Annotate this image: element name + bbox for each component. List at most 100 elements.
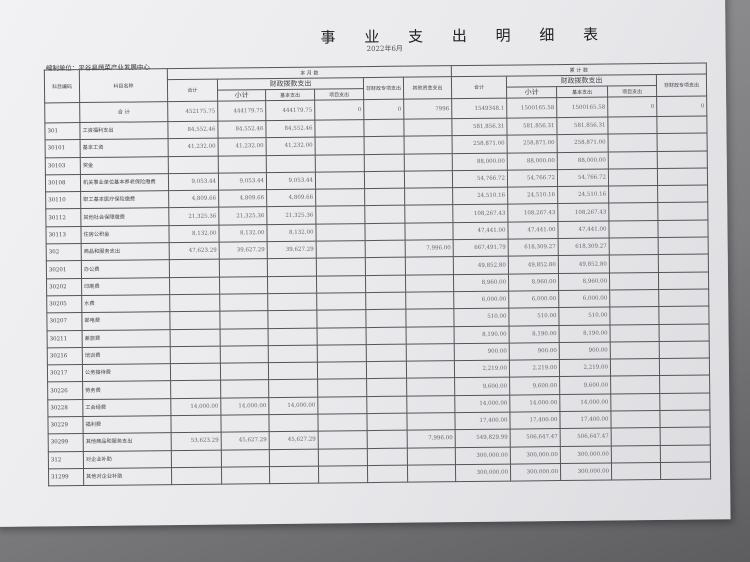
cumulative-value: 258,871.00 bbox=[557, 134, 609, 153]
cumulative-value: 581,856.31 bbox=[506, 117, 558, 136]
month-value bbox=[364, 171, 405, 189]
subject-code: 312 bbox=[48, 451, 84, 469]
month-value bbox=[268, 379, 318, 398]
cumulative-value: 506,647.47 bbox=[510, 428, 561, 447]
month-value bbox=[405, 257, 454, 275]
month-value bbox=[218, 155, 267, 174]
cumulative-value bbox=[657, 150, 708, 169]
subject-code: 30202 bbox=[46, 278, 82, 296]
cumulative-value: 6,000.00 bbox=[508, 290, 559, 309]
subject-code: 301 bbox=[44, 122, 81, 141]
subject-name: 工资福利支出 bbox=[79, 121, 169, 140]
subject-code: 30101 bbox=[45, 139, 81, 158]
month-value: 84,552.46 bbox=[217, 120, 267, 139]
month-value: 8,132.00 bbox=[168, 224, 220, 243]
cumulative-value: 900.00 bbox=[454, 342, 510, 361]
cumulative-value bbox=[657, 185, 708, 204]
cumulative-value: 8,190.00 bbox=[454, 325, 510, 344]
month-value bbox=[316, 309, 367, 328]
cumulative-value: 549,829.99 bbox=[455, 429, 511, 448]
month-value bbox=[366, 413, 408, 431]
cumulative-value: 300,000.00 bbox=[455, 446, 511, 465]
cumulative-value bbox=[610, 375, 660, 394]
cumulative-value: 49,852.80 bbox=[558, 255, 610, 274]
month-value bbox=[364, 222, 406, 241]
month-value bbox=[364, 136, 405, 155]
month-value bbox=[267, 258, 317, 277]
document-date: 2022年6月 bbox=[366, 44, 403, 54]
header-name: 科目名称 bbox=[79, 68, 168, 103]
subject-code: 30229 bbox=[47, 416, 84, 435]
subject-code: 30110 bbox=[45, 191, 81, 210]
subject-code: 30226 bbox=[47, 382, 83, 400]
subject-name: 办公费 bbox=[81, 260, 170, 279]
cumulative-value: 54,766.72 bbox=[557, 168, 609, 187]
cumulative-value bbox=[657, 167, 708, 186]
cumulative-value: 618,309.27 bbox=[508, 238, 559, 257]
cumulative-value: 8,190.00 bbox=[509, 325, 560, 343]
month-value bbox=[318, 430, 368, 449]
cumulative-value: 24,510.16 bbox=[557, 186, 609, 205]
month-value: 53,623.29 bbox=[171, 432, 222, 451]
month-value bbox=[405, 274, 454, 293]
subject-name: 基本工资 bbox=[80, 138, 169, 158]
month-value bbox=[170, 328, 221, 347]
month-value: 84,552.46 bbox=[167, 121, 219, 139]
cumulative-value: 510.00 bbox=[508, 307, 560, 326]
cumulative-value bbox=[659, 410, 711, 428]
month-value bbox=[169, 311, 221, 330]
month-value bbox=[316, 275, 366, 294]
month-value: 39,627.29 bbox=[219, 241, 268, 260]
header-month-subtotal: 小计 bbox=[217, 89, 266, 102]
month-value: 21,325.36 bbox=[218, 207, 267, 225]
cumulative-value bbox=[610, 341, 660, 360]
month-value bbox=[366, 395, 407, 414]
cumulative-value: 54,766.72 bbox=[507, 169, 558, 188]
subject-name: 差旅费 bbox=[82, 329, 171, 348]
month-value: 14,000.00 bbox=[170, 397, 221, 416]
month-value bbox=[267, 275, 317, 294]
cumulative-value: 506,647.47 bbox=[560, 428, 612, 447]
cumulative-value: 900.00 bbox=[509, 342, 560, 361]
month-value bbox=[268, 327, 318, 346]
header-month-basic: 基本支出 bbox=[265, 89, 315, 101]
month-value: 84,552.46 bbox=[265, 120, 316, 138]
month-value bbox=[403, 118, 453, 137]
subject-name: 机关事业单位基本养老保险缴费 bbox=[80, 173, 169, 192]
month-value bbox=[269, 448, 319, 467]
month-value: 41,232.00 bbox=[266, 137, 316, 156]
subject-code: 30207 bbox=[46, 312, 83, 331]
subject-code: 30201 bbox=[46, 260, 82, 279]
month-value: 444179.75 bbox=[217, 100, 266, 122]
month-value: 45,627.29 bbox=[221, 431, 270, 450]
month-value bbox=[269, 466, 319, 484]
month-value: 9,053.44 bbox=[168, 173, 219, 191]
month-value bbox=[170, 345, 221, 364]
month-value bbox=[170, 415, 222, 433]
subject-code: 30217 bbox=[47, 364, 83, 383]
cumulative-value: 667,491.79 bbox=[453, 239, 509, 258]
cumulative-value: 6,000.00 bbox=[558, 289, 610, 308]
cumulative-value: 17,400.00 bbox=[509, 411, 561, 430]
cumulative-value: 14,000.00 bbox=[509, 394, 560, 413]
cumulative-value bbox=[611, 427, 661, 446]
month-value bbox=[405, 308, 455, 327]
cumulative-value: 9,600.00 bbox=[509, 377, 560, 395]
month-value: 8,132.00 bbox=[218, 224, 268, 243]
subject-name: 邮电费 bbox=[81, 311, 171, 331]
month-value: 14,000.00 bbox=[220, 397, 269, 416]
cumulative-value: 8,960.00 bbox=[508, 273, 559, 292]
header-cum-total: 合计 bbox=[451, 76, 507, 99]
month-value bbox=[316, 292, 366, 311]
month-value bbox=[404, 135, 453, 154]
cumulative-value: 47,441.00 bbox=[557, 220, 610, 239]
month-value: 7,996.00 bbox=[407, 429, 456, 448]
header-cum-basic: 基本支出 bbox=[556, 86, 608, 98]
month-value bbox=[266, 154, 316, 173]
month-value: 4,809.66 bbox=[266, 189, 316, 208]
cumulative-value: 300,000.00 bbox=[560, 462, 612, 481]
cumulative-value: 47,441.00 bbox=[452, 221, 509, 240]
subject-code: 30299 bbox=[48, 433, 84, 452]
month-value bbox=[171, 467, 222, 485]
header-month-total: 合计 bbox=[167, 79, 218, 102]
